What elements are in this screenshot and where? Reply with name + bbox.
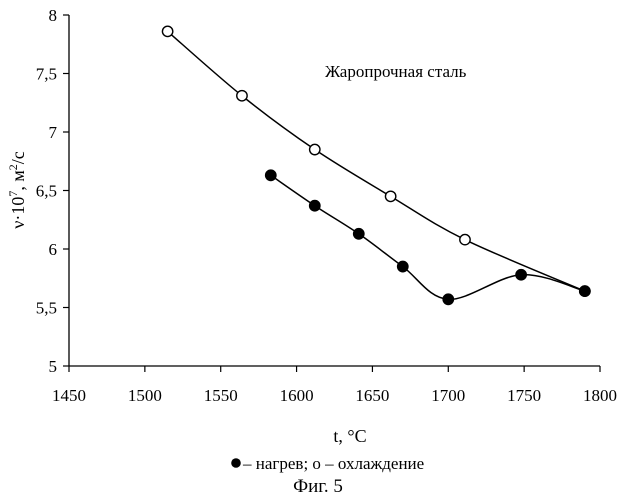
x-tick-label: 1550 — [204, 386, 238, 405]
chart-annotation: Жаропрочная сталь — [325, 62, 467, 81]
legend-filled-marker — [231, 458, 241, 468]
x-tick-label: 1650 — [355, 386, 389, 405]
x-tick-label: 1450 — [52, 386, 86, 405]
x-tick-label: 1750 — [507, 386, 541, 405]
x-ticks: 1450 1500 1550 1600 1650 1700 1750 1800 — [52, 366, 617, 405]
y-tick-label: 5 — [49, 357, 58, 376]
cooling-data-point — [385, 191, 395, 201]
y-tick-label: 6,5 — [36, 182, 57, 201]
heating-data-point — [443, 294, 453, 304]
cooling-data-point — [310, 144, 320, 154]
heating-data-point — [266, 170, 276, 180]
x-tick-label: 1500 — [128, 386, 162, 405]
y-axis-title-prefix: ν·10 — [8, 197, 28, 229]
cooling-data-point — [460, 234, 470, 244]
cooling-data-point — [162, 26, 172, 36]
heating-data-point — [354, 229, 364, 239]
y-axis-title-suffix: /с — [8, 151, 28, 164]
legend: – нагрев; о – охлаждение — [231, 454, 424, 473]
y-axis-title-separator: , м — [8, 170, 28, 190]
x-tick-label: 1600 — [280, 386, 314, 405]
figure-caption: Фиг. 5 — [293, 476, 343, 497]
x-tick-label: 1700 — [431, 386, 465, 405]
x-tick-label: 1800 — [583, 386, 617, 405]
legend-text: – нагрев; о – охлаждение — [242, 454, 424, 473]
heating-data-point — [580, 286, 590, 296]
y-tick-label: 8 — [49, 6, 58, 25]
y-tick-label: 7,5 — [36, 65, 57, 84]
heating-data-point — [516, 270, 526, 280]
y-axis-title: ν·107, м2/с — [6, 151, 28, 229]
heating-series-line — [271, 175, 585, 299]
y-tick-label: 7 — [49, 123, 58, 142]
heating-data-point — [310, 201, 320, 211]
x-axis-title: t, °C — [333, 426, 366, 446]
heating-data-point — [398, 261, 408, 271]
y-ticks: 5 5,5 6 6,5 7 7,5 8 — [36, 6, 69, 376]
cooling-data-point — [237, 91, 247, 101]
y-tick-label: 6 — [49, 240, 58, 259]
y-tick-label: 5,5 — [36, 299, 57, 318]
